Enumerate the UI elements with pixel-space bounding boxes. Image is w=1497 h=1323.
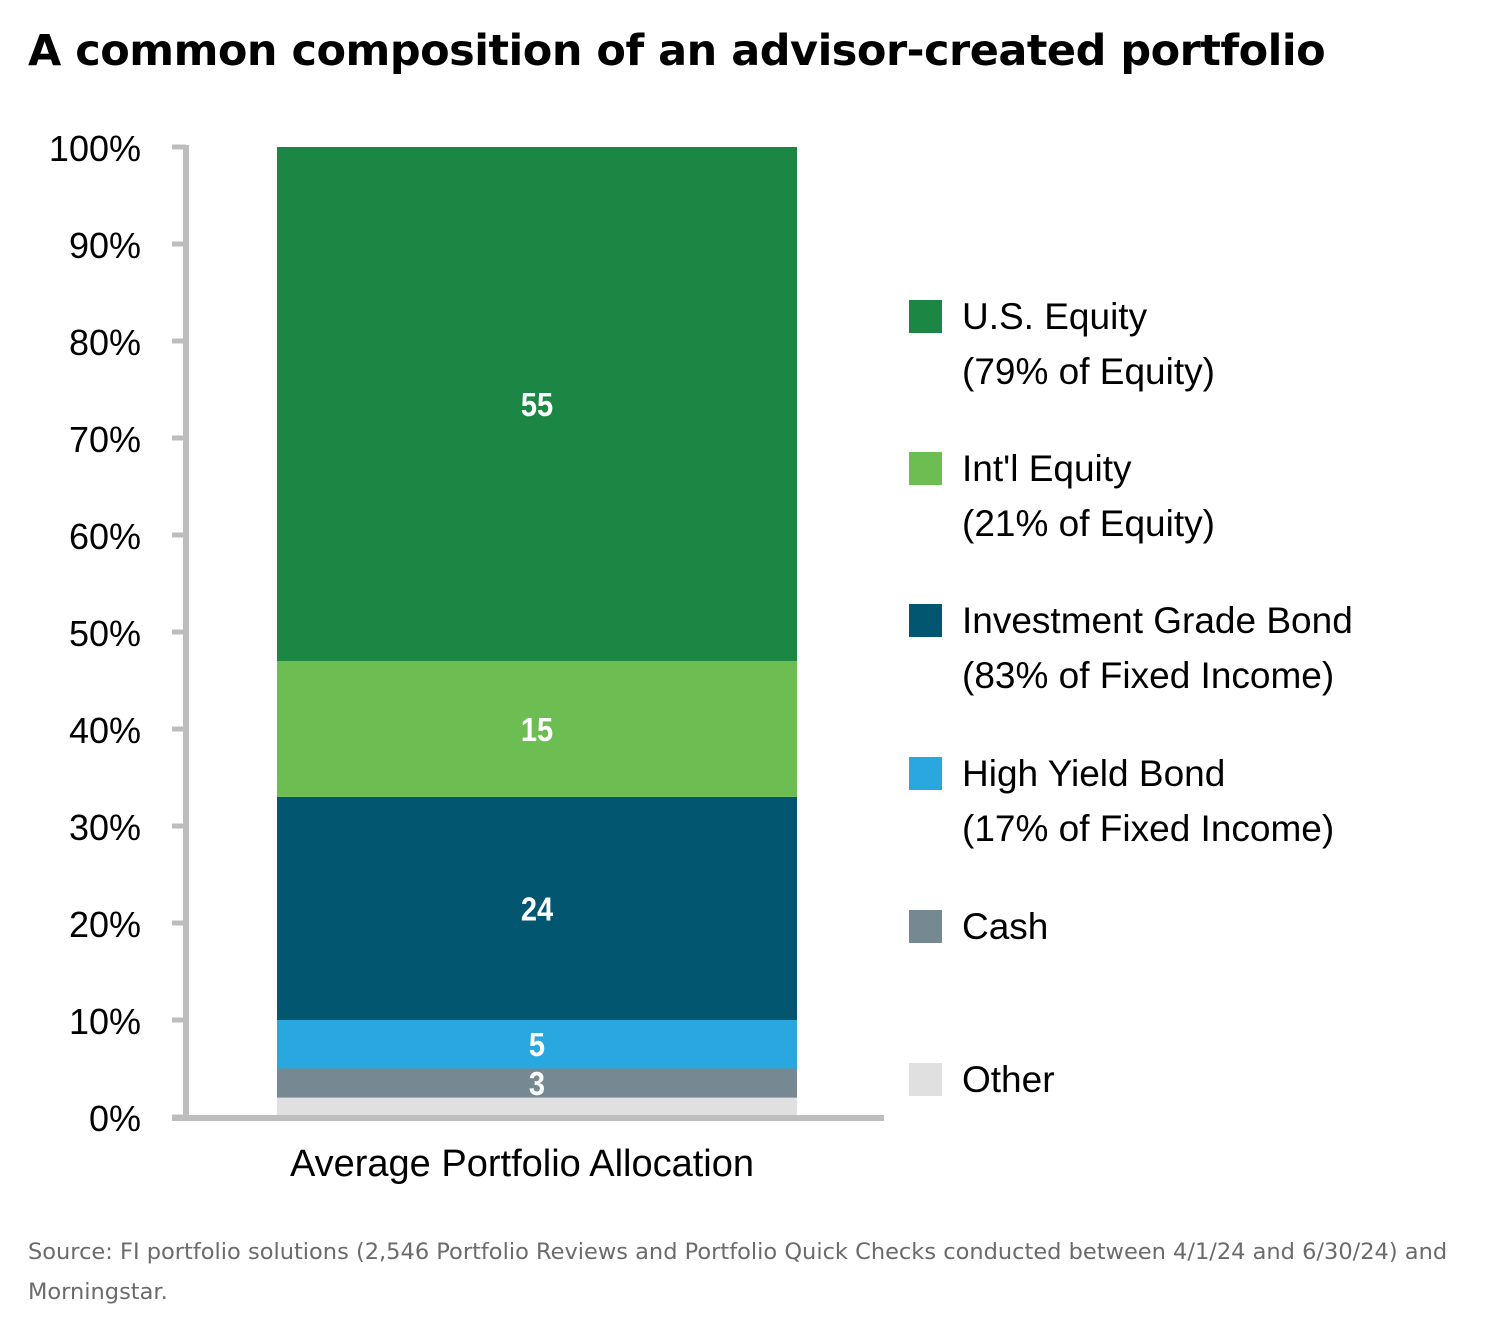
x-category-label: Average Portfolio Allocation [290, 1143, 754, 1185]
bar-label-3: 24 [521, 891, 554, 928]
bar-segment-1 [277, 1068, 797, 1098]
legend-swatch [909, 452, 942, 485]
legend-swatch [909, 604, 942, 637]
y-tick-label: 60% [69, 516, 141, 557]
legend-sublabel: (21% of Equity) [962, 503, 1215, 544]
bar-segment-5 [277, 147, 797, 662]
y-tick-label: 70% [69, 419, 141, 460]
legend-label: Other [962, 1059, 1055, 1100]
y-tick-label: 90% [69, 225, 141, 266]
legend-swatch [909, 757, 942, 790]
bar-label-5: 55 [521, 386, 553, 423]
legend: U.S. Equity (79% of Equity) Int'l Equity (2… [909, 296, 1353, 1100]
y-tick-labels: 0% 10% 20% 30% 40% 50% 60% 70% 80% 90% 100% [49, 128, 141, 1139]
axes [172, 144, 884, 1121]
legend-label: U.S. Equity [962, 296, 1148, 337]
bar-label-4: 15 [521, 711, 553, 748]
legend-sublabel: (79% of Equity) [962, 351, 1215, 392]
legend-swatch [909, 910, 942, 943]
bar-segment-0 [277, 1097, 797, 1117]
chart-title: A common composition of an advisor-creat… [28, 26, 1326, 76]
legend-label: Int'l Equity [962, 448, 1132, 489]
bar-segments [277, 147, 797, 1117]
bar-label-2: 5 [529, 1027, 545, 1064]
y-tick-label: 80% [69, 322, 141, 363]
bar-segment-3 [277, 796, 797, 1020]
y-tick-label: 20% [69, 904, 141, 945]
source-note: Source: FI portfolio solutions (2,546 Po… [28, 1239, 1448, 1305]
bar-label-1: 3 [529, 1065, 545, 1102]
legend-label: Investment Grade Bond [962, 600, 1353, 641]
bar-data-labels: 35 24 15 55 [521, 386, 554, 1102]
y-tick-label: 50% [69, 613, 141, 654]
y-tick-label: 100% [49, 128, 141, 169]
bar-segment-4 [277, 661, 797, 797]
legend-swatch [909, 300, 942, 333]
legend-sublabel: (83% of Fixed Income) [962, 655, 1334, 696]
x-category-labels: Average Portfolio Allocation [290, 1143, 754, 1185]
legend-swatch [909, 1063, 942, 1096]
y-tick-label: 0% [89, 1098, 141, 1139]
bar-segment-2 [277, 1020, 797, 1069]
legend-sublabel: (17% of Fixed Income) [962, 808, 1334, 849]
y-tick-label: 10% [69, 1001, 141, 1042]
legend-label: High Yield Bond [962, 753, 1225, 794]
y-tick-label: 40% [69, 710, 141, 751]
y-tick-label: 30% [69, 807, 141, 848]
legend-label: Cash [962, 906, 1048, 947]
